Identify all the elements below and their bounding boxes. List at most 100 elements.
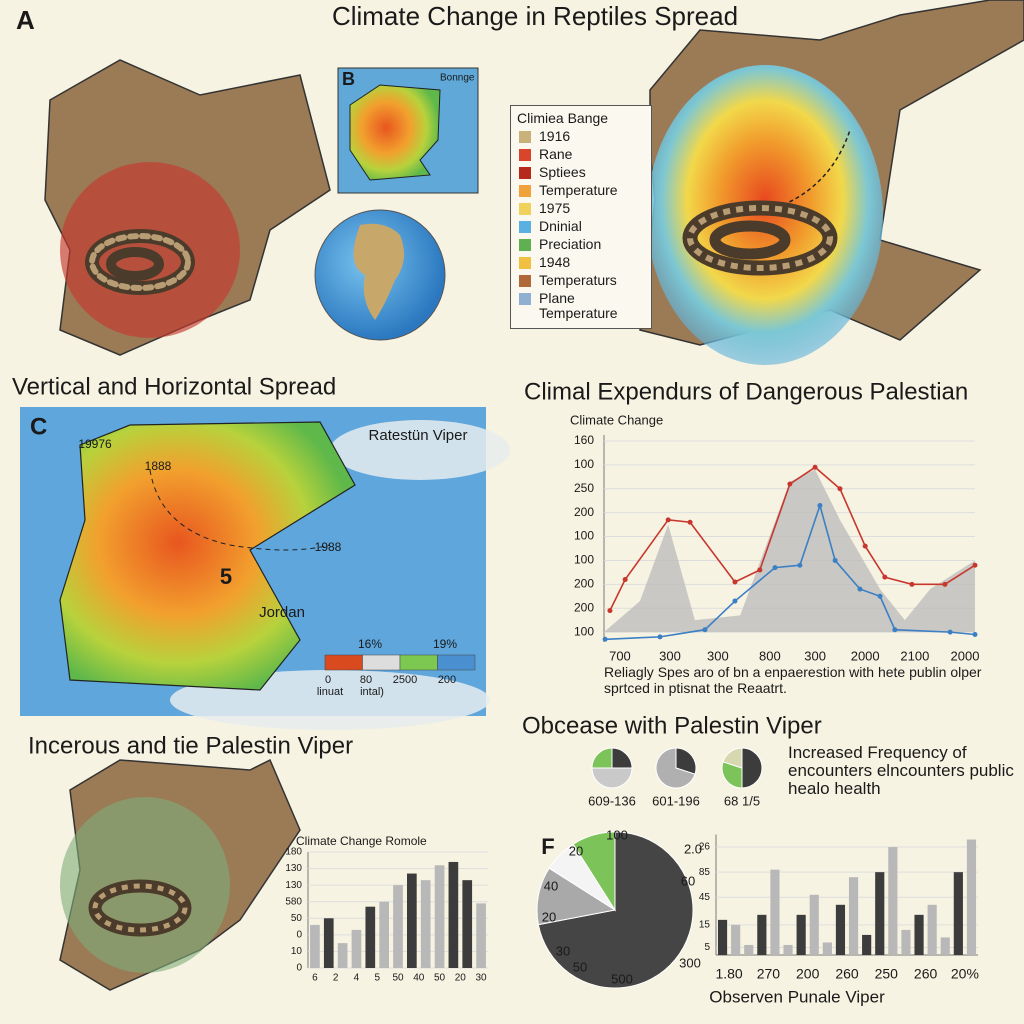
- label: 16%: [358, 637, 382, 651]
- y-tick-label: 10: [291, 946, 303, 957]
- point: [622, 577, 628, 583]
- x-tick-label: 800: [759, 648, 781, 663]
- x-tick-label: 300: [707, 648, 729, 663]
- x-tick-label: 200: [796, 966, 820, 982]
- label: Climate Change: [570, 412, 663, 427]
- point: [972, 562, 978, 568]
- legend-swatch: [519, 131, 531, 143]
- label: 300: [679, 955, 701, 970]
- label: Obcease with Palestin Viper: [522, 712, 822, 739]
- point: [732, 579, 738, 585]
- route: [149, 469, 331, 551]
- x-tick-label: 30: [476, 973, 488, 984]
- x-tick-label: 700: [609, 648, 631, 663]
- legend-label: 1975: [539, 200, 571, 216]
- label: Ratestün Viper: [369, 427, 468, 444]
- label: Climate Change in Reptiles Spread: [332, 1, 738, 31]
- bar: [940, 937, 950, 955]
- chart-caption: Reliagly Spes aro of bn a enpaerestion w…: [604, 664, 982, 696]
- legend-swatch: [519, 203, 531, 215]
- bar: [862, 934, 872, 955]
- legend-item: Plane Temperature: [517, 291, 645, 321]
- scale-swatch: [437, 654, 476, 671]
- x-tick-label: 50: [392, 973, 404, 984]
- label: Vertical and Horizontal Spread: [12, 373, 336, 400]
- label: Incerous and tie Palestin Viper: [28, 732, 353, 759]
- legend-label: Temperaturs: [539, 272, 617, 288]
- point: [772, 565, 778, 571]
- pie-slice: [611, 747, 633, 769]
- y-tick-label: 200: [574, 505, 594, 519]
- bar: [953, 872, 963, 955]
- legend-item: 1916: [517, 129, 645, 144]
- label: 50: [573, 959, 587, 974]
- bar: [770, 869, 780, 955]
- legend-swatch: [519, 257, 531, 269]
- y-tick-label: 200: [574, 577, 594, 591]
- point: [607, 608, 613, 614]
- point: [877, 593, 883, 599]
- x-tick-label: 4: [354, 973, 360, 984]
- heat-region: [59, 421, 356, 691]
- label: 5: [220, 564, 232, 589]
- route: [769, 129, 851, 211]
- continent: [353, 223, 404, 320]
- bar: [379, 901, 389, 968]
- point: [702, 627, 708, 633]
- legend-title: Climiea Bange: [517, 110, 609, 126]
- y-tick-label: 45: [699, 892, 711, 903]
- y-tick-label: 100: [574, 457, 594, 471]
- point: [797, 562, 803, 568]
- x-tick-label: 260: [914, 966, 938, 982]
- x-tick-label: 260: [835, 966, 859, 982]
- bar: [757, 914, 767, 955]
- y-tick-label: 0: [296, 963, 302, 974]
- label: 20: [569, 843, 583, 858]
- point: [909, 581, 915, 587]
- point: [817, 503, 823, 508]
- snake: [682, 200, 838, 276]
- bar: [323, 918, 334, 968]
- line: [609, 466, 976, 611]
- bar: [407, 873, 417, 968]
- bar: [914, 914, 924, 955]
- label: 2500: [393, 674, 417, 686]
- label: 68 1/5: [724, 793, 760, 808]
- pie-slice: [591, 747, 613, 769]
- x-tick-label: 2000: [851, 648, 880, 663]
- bar: [796, 914, 806, 955]
- label: intal): [360, 686, 384, 698]
- y-tick-label: 85: [699, 867, 711, 878]
- y-tick-label: 5: [704, 942, 710, 953]
- legend-label: 1916: [539, 128, 571, 144]
- legend-label: Temperature: [539, 182, 618, 198]
- label: F: [541, 834, 554, 859]
- point: [665, 517, 671, 523]
- y-tick-label: 250: [574, 481, 594, 495]
- y-tick-label: 100: [574, 529, 594, 543]
- legend-item: Dninial: [517, 219, 645, 234]
- pie-slice: [721, 761, 743, 789]
- pie-slice: [591, 767, 633, 789]
- label: 1888: [145, 459, 172, 473]
- label: 19976: [78, 437, 112, 451]
- legend-swatch: [519, 149, 531, 161]
- point: [892, 627, 898, 633]
- label: 30: [556, 943, 570, 958]
- x-tick-label: 40: [413, 973, 425, 984]
- point: [687, 519, 693, 525]
- label: 20: [542, 909, 556, 924]
- label: 1988: [315, 540, 342, 554]
- legend-item: Temperature: [517, 183, 645, 198]
- legend-label: Sptiees: [539, 164, 586, 180]
- label: 609-136: [588, 793, 636, 808]
- legend-label: Plane Temperature: [539, 290, 618, 321]
- snake: [85, 229, 195, 295]
- y-tick-label: 100: [574, 624, 594, 638]
- bar: [783, 944, 793, 955]
- label: 500: [611, 971, 633, 986]
- bar: [966, 839, 977, 955]
- label: Climate Change Romole: [296, 834, 427, 848]
- legend-label: Dninial: [539, 218, 582, 234]
- scale-swatch: [399, 654, 438, 671]
